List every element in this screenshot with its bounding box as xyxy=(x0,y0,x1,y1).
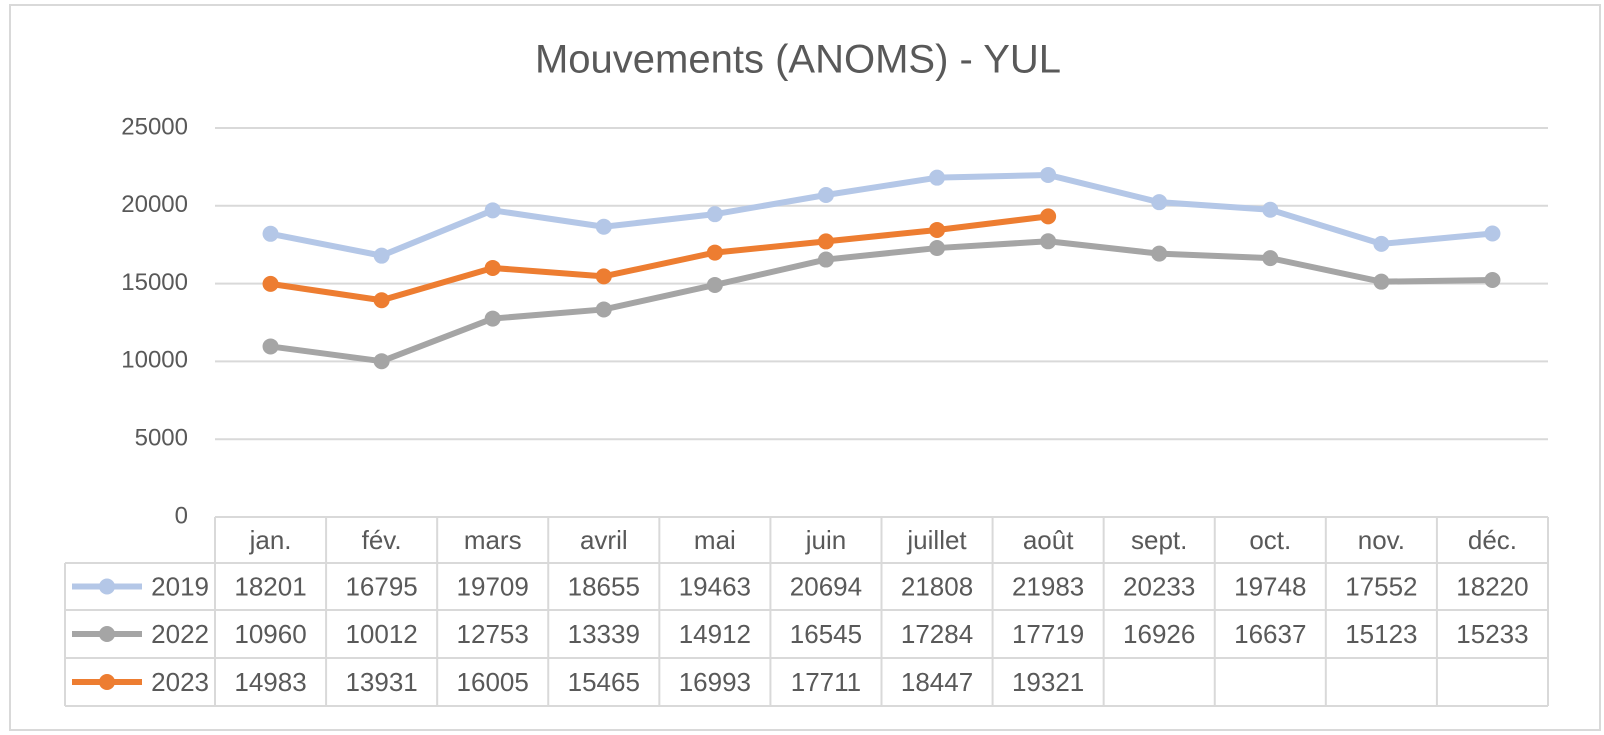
table-value: 13339 xyxy=(568,619,640,649)
legend-key-marker xyxy=(99,578,115,595)
data-point xyxy=(262,225,279,242)
table-value: 10012 xyxy=(345,619,417,649)
data-point xyxy=(373,353,390,370)
data-point xyxy=(1373,273,1390,290)
table-value: 16637 xyxy=(1234,619,1306,649)
x-tick-label: déc. xyxy=(1468,525,1517,555)
data-point xyxy=(484,202,501,219)
table-value: 18447 xyxy=(901,667,973,697)
data-point xyxy=(817,233,834,250)
table-value: 20694 xyxy=(790,571,862,601)
data-point xyxy=(817,187,834,204)
y-tick-label: 25000 xyxy=(121,113,188,140)
table-value: 18220 xyxy=(1456,571,1528,601)
data-point xyxy=(373,247,390,264)
x-tick-label: août xyxy=(1023,525,1074,555)
table-value: 17719 xyxy=(1012,619,1084,649)
data-point xyxy=(706,244,723,261)
table-value: 19709 xyxy=(457,571,529,601)
x-tick-label: nov. xyxy=(1358,525,1405,555)
table-value: 21808 xyxy=(901,571,973,601)
table-value: 16926 xyxy=(1123,619,1195,649)
table-value: 14912 xyxy=(679,619,751,649)
table-value: 19463 xyxy=(679,571,751,601)
x-tick-label: jan. xyxy=(249,525,292,555)
table-value: 17552 xyxy=(1345,571,1417,601)
data-point xyxy=(1151,194,1168,211)
data-point xyxy=(929,240,946,257)
y-tick-label: 5000 xyxy=(135,425,188,452)
x-tick-label: oct. xyxy=(1249,525,1291,555)
y-tick-label: 20000 xyxy=(121,191,188,218)
data-point xyxy=(929,221,946,238)
data-point xyxy=(595,218,612,235)
data-point xyxy=(1040,208,1057,225)
data-point xyxy=(1040,166,1057,183)
table-value: 15123 xyxy=(1345,619,1417,649)
data-point xyxy=(1040,233,1057,250)
x-tick-label: mars xyxy=(464,525,522,555)
x-tick-label: avril xyxy=(580,525,628,555)
data-point xyxy=(1484,271,1501,288)
table-value: 10960 xyxy=(234,619,306,649)
table-value: 15465 xyxy=(568,667,640,697)
table-value: 13931 xyxy=(345,667,417,697)
data-point xyxy=(595,268,612,285)
series-line xyxy=(270,238,1493,365)
table-value: 14983 xyxy=(234,667,306,697)
data-point xyxy=(484,310,501,327)
legend-key-marker xyxy=(99,674,115,690)
y-tick-label: 0 xyxy=(175,502,188,529)
table-value: 18655 xyxy=(568,571,640,601)
table-value: 12753 xyxy=(457,619,529,649)
legend-label: 2022 xyxy=(151,619,209,649)
data-point xyxy=(1151,245,1168,262)
table-value: 15233 xyxy=(1456,619,1528,649)
table-value: 19321 xyxy=(1012,667,1084,697)
table-value: 16993 xyxy=(679,667,751,697)
data-point xyxy=(706,276,723,293)
data-point xyxy=(373,292,390,309)
legend-label: 2019 xyxy=(151,571,209,601)
data-point xyxy=(817,251,834,268)
legend-key-marker xyxy=(99,626,115,642)
table-value: 16005 xyxy=(457,667,529,697)
table-value: 18201 xyxy=(234,571,306,601)
table-value: 16795 xyxy=(345,571,417,601)
x-tick-label: mai xyxy=(694,525,736,555)
series-line xyxy=(269,171,1493,259)
x-tick-label: juin xyxy=(805,525,846,555)
x-tick-label: juillet xyxy=(906,525,967,555)
data-point xyxy=(1484,225,1501,242)
data-point xyxy=(484,259,501,276)
data-point xyxy=(1262,250,1279,267)
table-value: 20233 xyxy=(1123,571,1195,601)
table-value: 19748 xyxy=(1234,571,1306,601)
chart-title: Mouvements (ANOMS) - YUL xyxy=(535,38,1061,82)
x-tick-label: fév. xyxy=(362,525,402,555)
data-point xyxy=(1373,235,1390,252)
data-point xyxy=(706,206,723,223)
table-value: 21983 xyxy=(1012,571,1084,601)
data-point xyxy=(1262,201,1279,218)
series-line xyxy=(270,213,1049,304)
data-point xyxy=(929,169,946,186)
table-value: 16545 xyxy=(790,619,862,649)
table-value: 17711 xyxy=(791,667,861,697)
x-tick-label: sept. xyxy=(1131,525,1187,555)
table-value: 17284 xyxy=(901,619,973,649)
data-point xyxy=(595,301,612,318)
y-tick-label: 15000 xyxy=(121,269,188,296)
data-point xyxy=(262,338,279,355)
y-tick-label: 10000 xyxy=(121,347,188,374)
legend-label: 2023 xyxy=(151,667,209,697)
data-point xyxy=(262,275,279,292)
